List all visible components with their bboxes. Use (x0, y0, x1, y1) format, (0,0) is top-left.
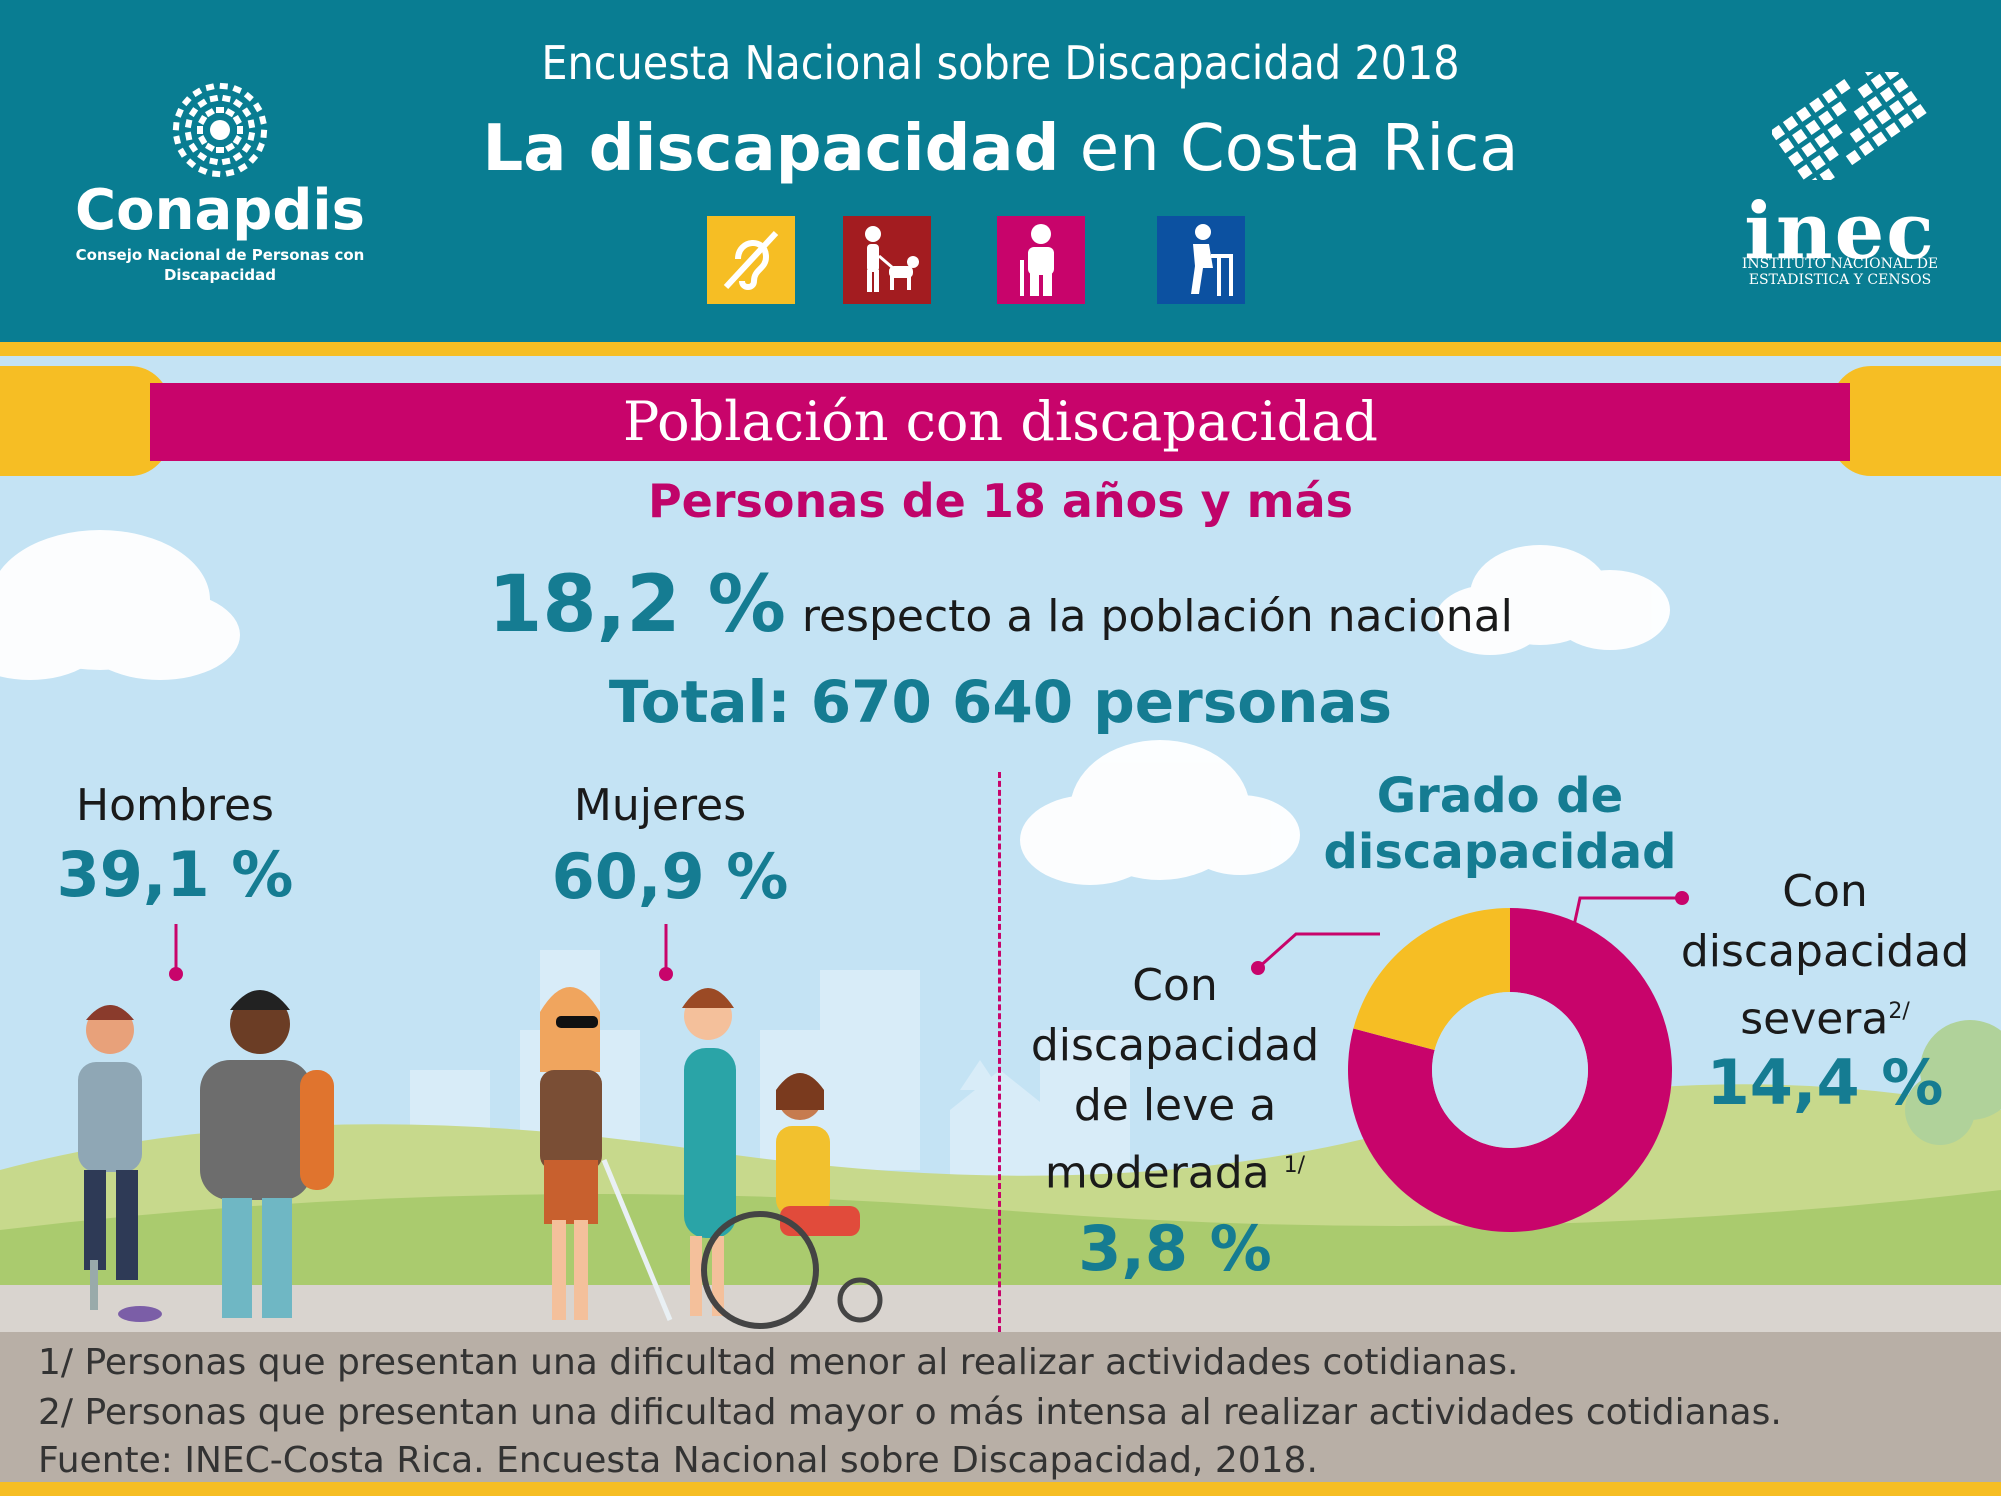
national-pct-label: respecto a la población nacional (801, 591, 1513, 642)
mild-label-3: de leve a (1073, 1080, 1277, 1131)
pie-slice-mild (1353, 908, 1510, 1051)
man-backpack-figure (200, 990, 334, 1318)
section-title: Población con discapacidad (623, 390, 1378, 453)
section-divider (998, 772, 1001, 1332)
population-subtitle: Personas de 18 años y más (647, 474, 1354, 528)
pie-leaders (1251, 891, 1689, 975)
man-prosthetic-figure (78, 1005, 162, 1322)
severe-footnote-ref: 2/ (1888, 999, 1910, 1024)
mild-pct: 3,8 % (1078, 1212, 1272, 1285)
woman-helper-figure (682, 988, 736, 1316)
chart-title: Grado de discapacidad (1323, 768, 1677, 880)
page-title-rest: en Costa Rica (1059, 112, 1519, 186)
woman-blind-figure (540, 987, 673, 1321)
men-pct: 39,1 % (56, 838, 294, 911)
conapdis-logo-icon (172, 82, 268, 178)
people-illustration (78, 924, 883, 1329)
footer (0, 1332, 2001, 1496)
total-persons: Total: 670 640 personas (608, 668, 1393, 736)
walker-icon (1157, 216, 1245, 304)
severe-pct: 14,4 % (1706, 1046, 1944, 1119)
men-pointer-dot (169, 967, 183, 981)
women-pct: 60,9 % (551, 840, 789, 913)
mild-label-2: discapacidad (1030, 1020, 1320, 1071)
severe-label-1: Con (1782, 866, 1868, 917)
footnote-1: 1/ Personas que presentan una dificultad… (38, 1342, 1519, 1383)
page-title: La discapacidad en Costa Rica (0, 112, 2001, 186)
inec-logo-icon (1772, 72, 1927, 180)
mild-label-4-line: moderada 1/ (1030, 1136, 1320, 1204)
severe-label-3-line: severa2/ (1680, 982, 1970, 1050)
inec-subtitle: INSTITUTO NACIONAL DE ESTADISTICA Y CENS… (1730, 256, 1950, 288)
women-pointer-dot (659, 967, 673, 981)
severe-label: Con discapacidad severa2/ (1680, 862, 1970, 1050)
header-stripe (0, 342, 2001, 356)
elderly-person-icon (997, 216, 1085, 304)
national-pct-line: 18,2 % respecto a la población nacional (0, 560, 2001, 650)
mild-label-4: moderada (1044, 1147, 1270, 1199)
banner-left-tab (0, 366, 170, 476)
pie-center-hole (1432, 992, 1588, 1148)
severe-label-3: severa (1740, 993, 1889, 1045)
woman-wheelchair-figure (701, 1073, 883, 1329)
banner-right-tab (1831, 366, 2001, 476)
source-note: Fuente: INEC-Costa Rica. Encuesta Nacion… (38, 1440, 1318, 1481)
mild-footnote-ref: 1/ (1283, 1153, 1306, 1178)
deaf-icon (707, 216, 795, 304)
page-title-bold: La discapacidad (482, 112, 1060, 186)
footer-stripe (0, 1482, 2001, 1496)
conapdis-name: Conapdis (75, 178, 365, 243)
severe-label-2: discapacidad (1680, 926, 1970, 977)
banner (150, 383, 1850, 461)
men-label: Hombres (76, 780, 274, 831)
pie-chart (1348, 908, 1672, 1232)
footnote-2: 2/ Personas que presentan una dificultad… (38, 1392, 1782, 1433)
conapdis-subtitle: Consejo Nacional de Personas con Discapa… (75, 246, 365, 284)
mild-label-1: Con (1132, 960, 1218, 1011)
women-label: Mujeres (573, 780, 747, 831)
inec-name: inec (1744, 186, 1936, 277)
pie-slice-severe (1348, 908, 1672, 1232)
inec-subtitle-line2: ESTADISTICA Y CENSOS (1748, 272, 1932, 288)
inec-subtitle-line1: INSTITUTO NACIONAL DE (1741, 256, 1939, 272)
national-pct: 18,2 % (488, 560, 786, 650)
mild-label: Con discapacidad de leve a moderada 1/ (1030, 956, 1320, 1204)
survey-title: Encuesta Nacional sobre Discapacidad 201… (541, 36, 1460, 90)
guide-dog-icon (843, 216, 931, 304)
